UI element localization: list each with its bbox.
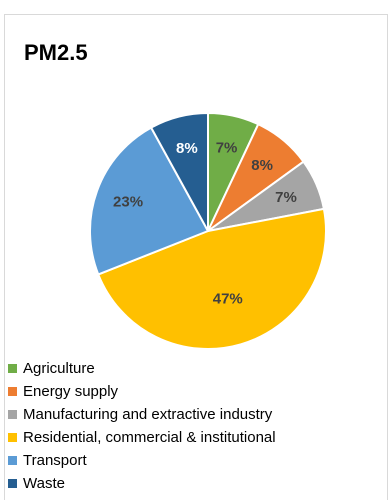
legend-label: Waste — [23, 475, 65, 492]
legend-item-6: Waste — [8, 472, 276, 495]
legend-label: Agriculture — [23, 360, 95, 377]
legend-swatch — [8, 364, 17, 373]
chart-title: PM2.5 — [24, 40, 88, 65]
pie-chart: 7%8%7%47%23%8% — [89, 111, 327, 350]
legend-label: Residential, commercial & institutional — [23, 429, 276, 446]
legend-swatch — [8, 387, 17, 396]
pie-slice-label-5: 23% — [113, 194, 143, 211]
legend-label: Transport — [23, 452, 87, 469]
legend-swatch — [8, 433, 17, 442]
legend-item-4: Residential, commercial & institutional — [8, 426, 276, 449]
legend-item-3: Manufacturing and extractive industry — [8, 403, 276, 426]
chart-legend: Agriculture Energy supply Manufacturing an… — [8, 357, 276, 495]
pie-slice-label-4: 47% — [213, 290, 243, 307]
pie-slice-6 — [149, 111, 209, 232]
pie-slice-label-3: 7% — [275, 189, 297, 206]
legend-swatch — [8, 456, 17, 465]
legend-item-1: Agriculture — [8, 357, 276, 380]
legend-item-2: Energy supply — [8, 380, 276, 403]
legend-item-5: Transport — [8, 449, 276, 472]
legend-swatch — [8, 410, 17, 419]
pie-slice-5 — [89, 126, 210, 276]
legend-label: Energy supply — [23, 383, 119, 400]
pie-slice-label-2: 8% — [251, 157, 273, 174]
pie-slice-label-1: 7% — [216, 140, 238, 157]
legend-swatch — [8, 479, 17, 488]
legend-label: Manufacturing and extractive industry — [23, 406, 273, 423]
pie-slice-label-6: 8% — [176, 140, 198, 157]
pie-slice-4 — [96, 207, 327, 350]
